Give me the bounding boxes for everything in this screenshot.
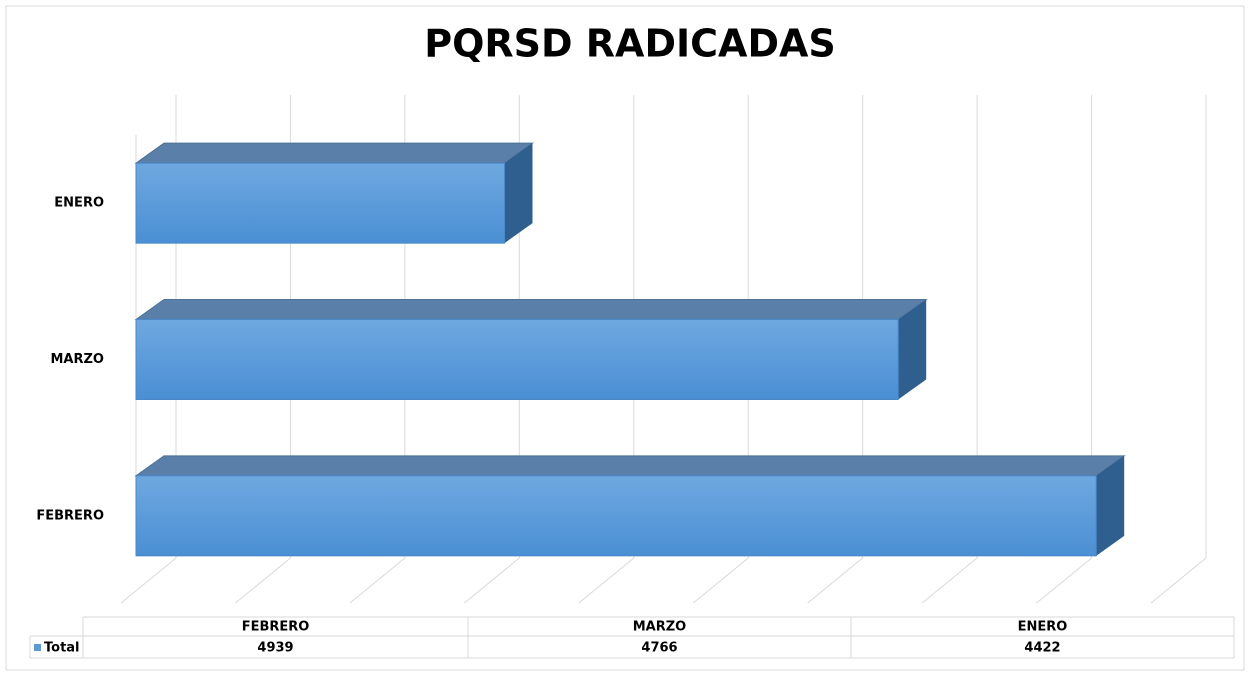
floor-grid-line (921, 557, 978, 604)
floor-grid-line (1150, 557, 1207, 604)
bar-front (135, 319, 899, 400)
floor-grid-line (235, 557, 291, 604)
y-tick-label: ENERO (54, 196, 104, 211)
table-value: 4422 (1024, 641, 1060, 656)
y-tick-label: FEBRERO (36, 508, 104, 523)
chart-title: PQRSD RADICADAS (424, 22, 836, 66)
bar-top (134, 142, 535, 164)
floor-grid-line (578, 557, 635, 604)
table-header: FEBRERO (242, 620, 310, 635)
bar-side (504, 143, 533, 244)
bar (134, 142, 535, 244)
bar-side (1096, 455, 1125, 556)
bar-side (898, 299, 927, 400)
floor-grid-line (807, 557, 863, 604)
bar-top (134, 455, 1126, 477)
floor-grid-line (464, 557, 520, 604)
table-value: 4939 (257, 641, 293, 656)
legend-key (34, 644, 41, 651)
bar-front (135, 475, 1097, 557)
y-tick-label: MARZO (51, 352, 105, 367)
table-value: 4766 (641, 641, 677, 656)
floor-grid-line (692, 557, 749, 604)
bar (134, 455, 1126, 557)
bar-front (135, 162, 506, 244)
bar-top (134, 299, 928, 320)
table-header: ENERO (1018, 620, 1068, 635)
bar (134, 299, 928, 400)
floor-grid-line (1036, 557, 1092, 604)
legend-label: Total (44, 641, 80, 656)
floor-grid-line (349, 557, 406, 604)
floor-grid-line (120, 557, 177, 604)
table-header: MARZO (633, 620, 687, 635)
